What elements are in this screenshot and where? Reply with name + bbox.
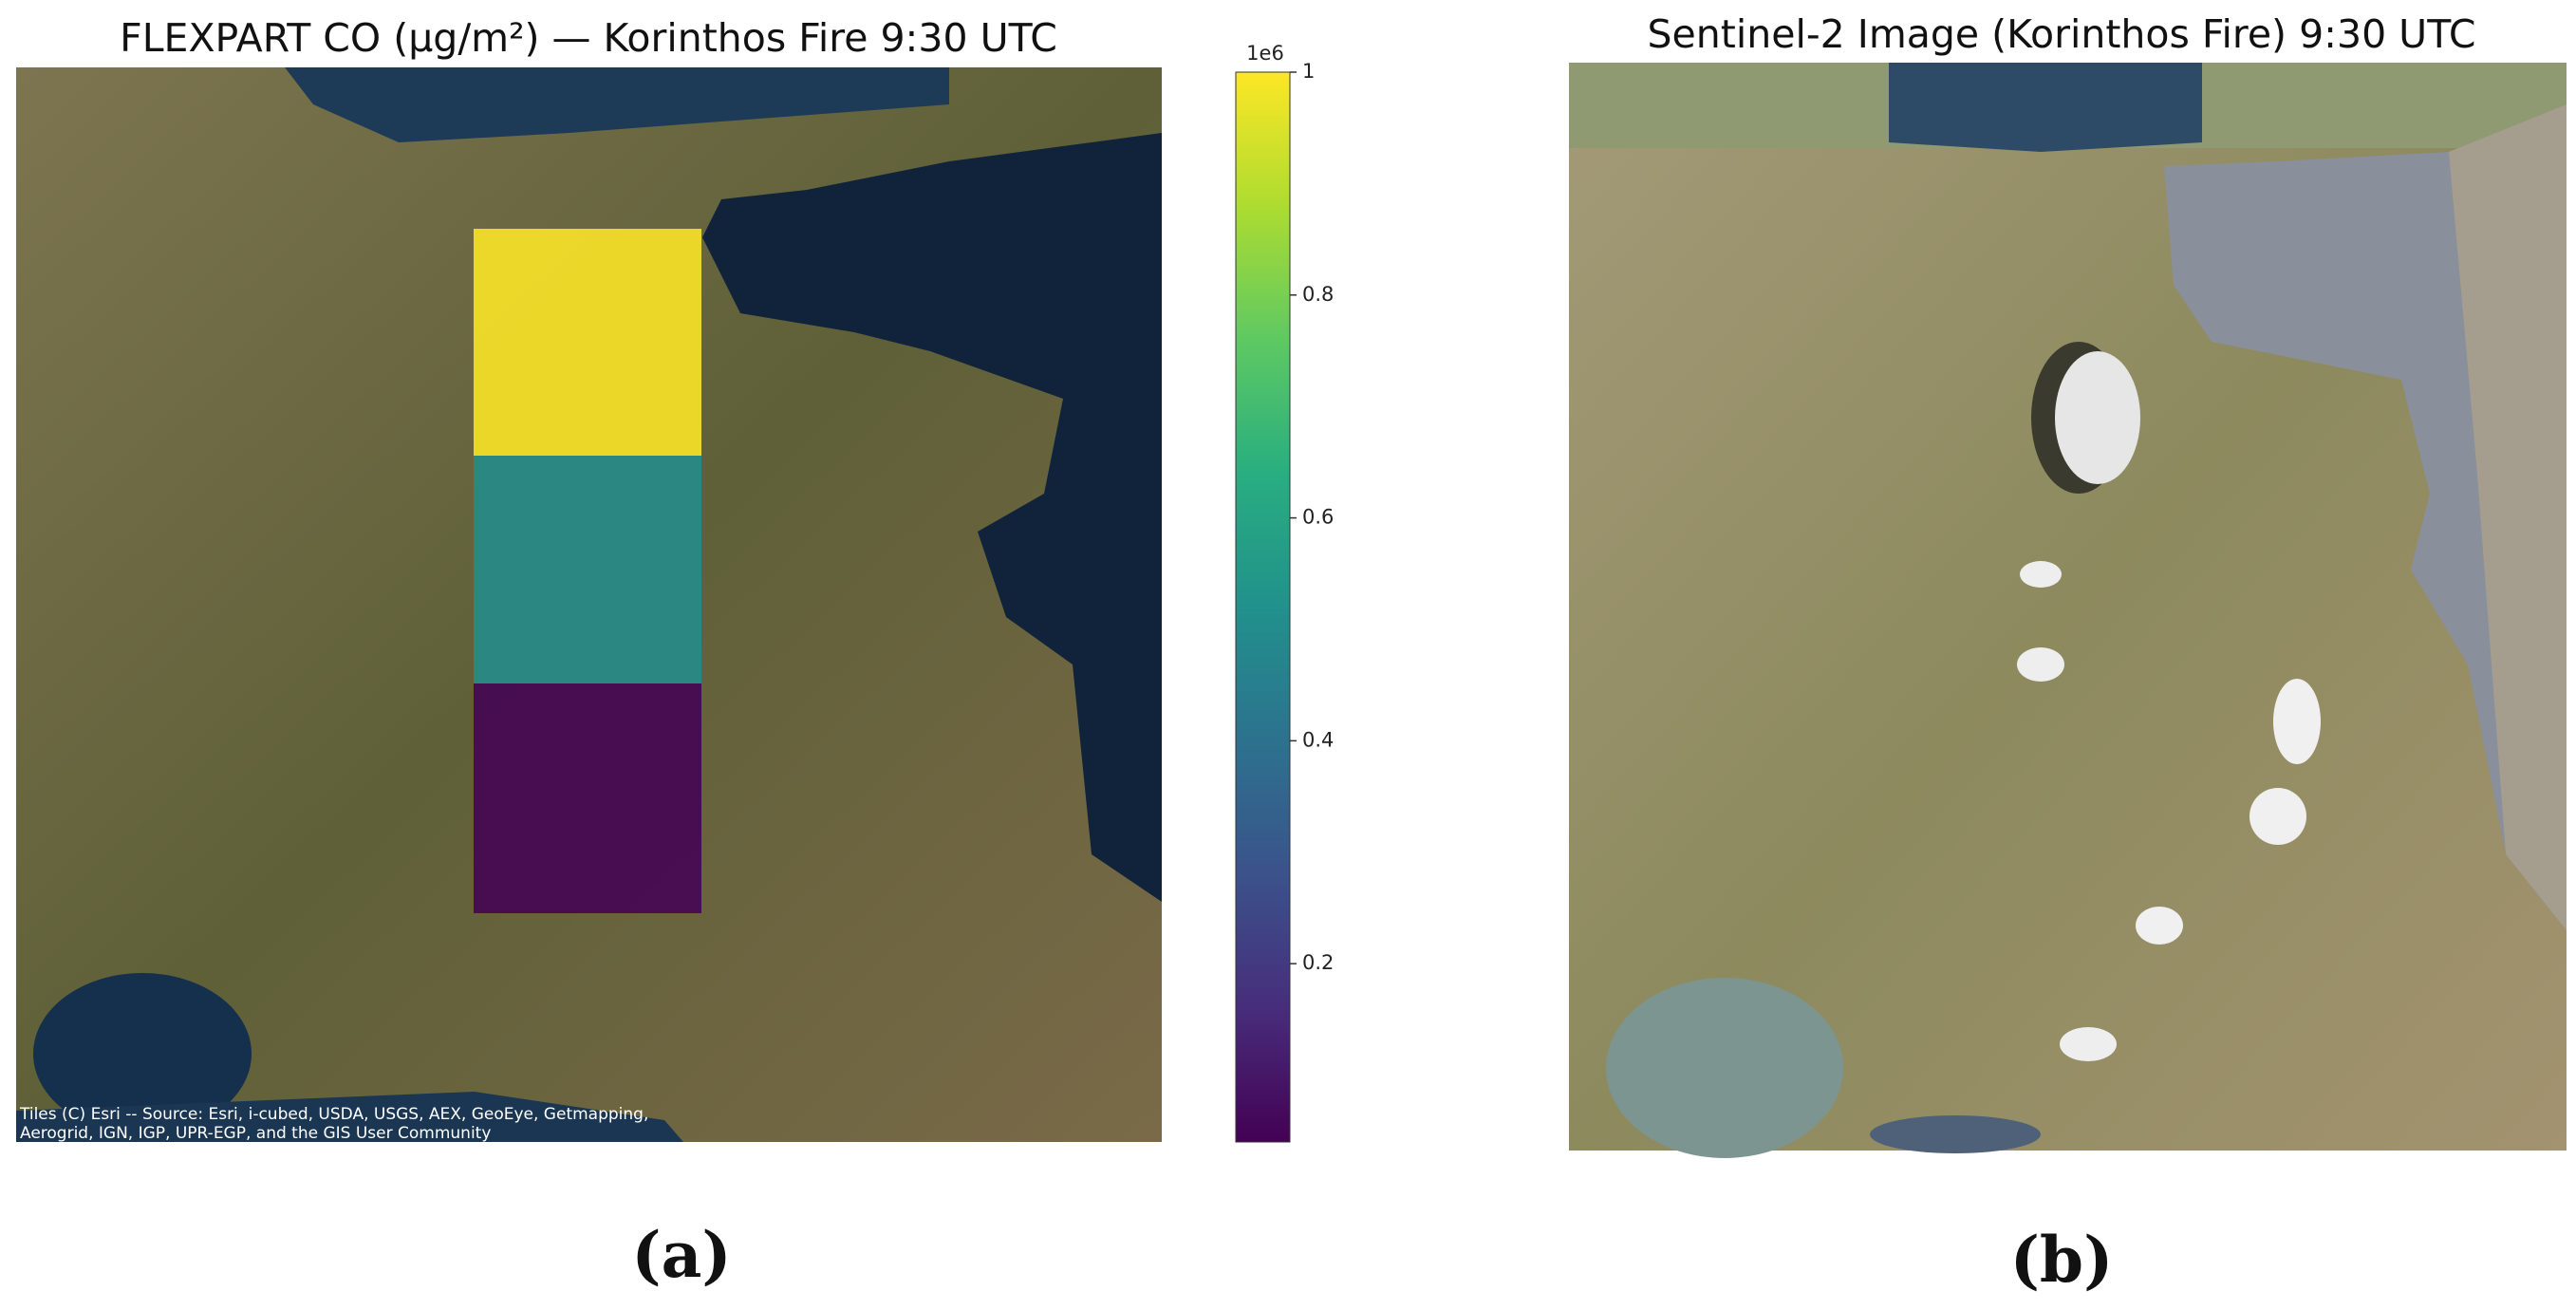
sea bbox=[285, 67, 949, 142]
heat-cell bbox=[474, 229, 701, 456]
cloud bbox=[2249, 788, 2306, 845]
attribution: Aerogrid, IGN, IGP, UPR-EGP, and the GIS… bbox=[20, 1124, 491, 1143]
gulf bbox=[33, 973, 252, 1134]
panel-label: (a) bbox=[631, 1218, 731, 1292]
panel-label: (b) bbox=[2010, 1223, 2114, 1297]
cloud bbox=[2020, 561, 2062, 588]
attribution: Tiles (C) Esri -- Source: Esri, i-cubed,… bbox=[19, 1105, 648, 1124]
colorbar-tick-label: 0.4 bbox=[1302, 728, 1334, 751]
sea bbox=[1889, 63, 2202, 152]
cloud bbox=[2273, 679, 2321, 764]
colorbar-tick-label: 1 bbox=[1302, 60, 1315, 83]
heat-cell bbox=[474, 683, 701, 913]
colorbar-tick-label: 0.8 bbox=[1302, 283, 1334, 306]
sea bbox=[16, 1092, 683, 1142]
colorbar-tick-label: 0.6 bbox=[1302, 506, 1334, 529]
lake bbox=[1606, 978, 1843, 1158]
cloud bbox=[2060, 1027, 2117, 1061]
cloud bbox=[2017, 647, 2064, 682]
sea bbox=[1870, 1115, 2041, 1153]
cloud bbox=[2136, 907, 2183, 945]
colorbar bbox=[1235, 71, 1291, 1143]
sea bbox=[702, 133, 1162, 902]
colorbar-tick-label: 0.2 bbox=[1302, 951, 1334, 974]
satellite-image bbox=[1569, 63, 2567, 1158]
haze bbox=[2449, 104, 2567, 930]
smoke bbox=[2055, 351, 2140, 484]
image-title: Sentinel-2 Image (Korinthos Fire) 9:30 U… bbox=[1648, 11, 2476, 57]
chart-title: FLEXPART CO (µg/m²) — Korinthos Fire 9:3… bbox=[120, 15, 1057, 61]
offset-label: 1e6 bbox=[1246, 42, 1284, 65]
heat-cell bbox=[474, 456, 701, 683]
